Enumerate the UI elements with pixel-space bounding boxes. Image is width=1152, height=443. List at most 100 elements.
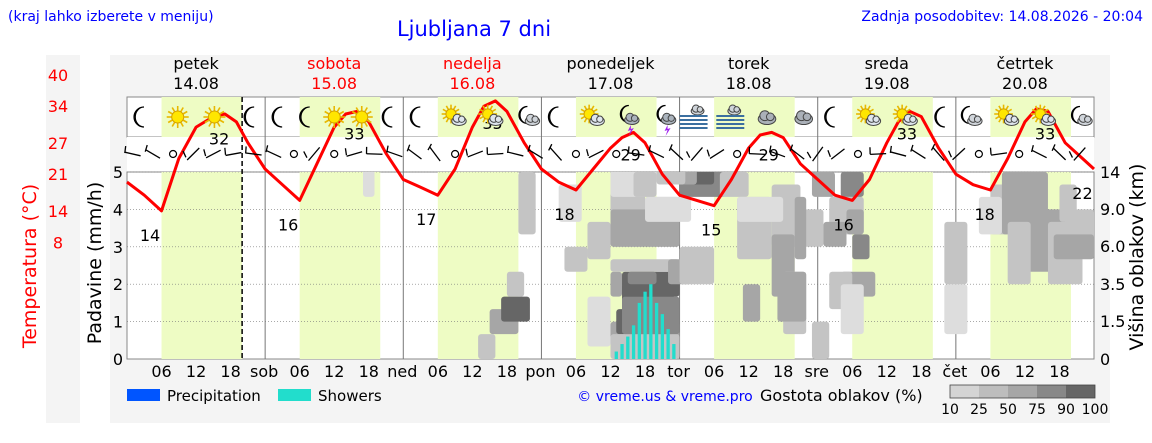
sun-icon	[203, 106, 226, 128]
wind-barb-feather	[527, 144, 531, 152]
temperature-line	[126, 99, 1096, 213]
showers-legend-swatch	[278, 389, 311, 401]
left-axis-panel	[46, 55, 80, 423]
sun-cloud-icon	[441, 104, 467, 126]
wind-barb	[1031, 149, 1047, 159]
cloud-density-swatch	[979, 385, 1008, 398]
cloud-cell	[840, 172, 864, 197]
wind-barb-feather	[427, 143, 432, 151]
cloud-cell	[794, 196, 807, 260]
hour-tick: 12	[462, 362, 482, 381]
hour-tick: 06	[428, 362, 448, 381]
wind-barb	[307, 146, 321, 162]
wind-barb-feather	[265, 145, 269, 153]
hour-tick: 12	[1015, 362, 1035, 381]
hour-tick: 18	[773, 362, 793, 381]
location-hint[interactable]: (kraj lahko izberete v meniju)	[8, 9, 214, 25]
temperature-label: 33	[1035, 124, 1055, 143]
temperature-label: 14	[140, 226, 160, 245]
wind-barb	[145, 149, 161, 159]
moon-cloud-icon	[1070, 105, 1093, 126]
fog-icon	[679, 104, 708, 129]
wind-barb	[890, 151, 907, 157]
cloud-cell	[1059, 184, 1077, 222]
cloud-height-tick: 14	[1100, 163, 1120, 182]
shower-bar	[614, 351, 618, 359]
page-title: Ljubljana 7 dni	[397, 17, 551, 41]
day-abbr-tick: pon	[525, 362, 555, 381]
wind-barb-feather	[386, 145, 389, 153]
wind-calm-symbol	[974, 149, 983, 159]
hour-tick: 12	[738, 362, 758, 381]
hour-tick: 06	[704, 362, 724, 381]
wind-barb	[812, 146, 824, 162]
wind-barb-feather	[303, 151, 308, 158]
shower-bar	[637, 302, 641, 359]
wind-barb-feather	[506, 145, 510, 154]
temp-tick: 8	[53, 233, 63, 252]
wind-barb-feather	[930, 143, 936, 151]
sun-cloud-icon	[856, 104, 882, 126]
wind-barb	[528, 149, 544, 159]
sun-icon	[323, 106, 346, 128]
credit-text[interactable]: © vreme.us & vreme.pro	[577, 389, 752, 405]
shower-bar	[654, 302, 659, 359]
daylight-band-plot	[161, 172, 243, 359]
hour-tick: 06	[842, 362, 862, 381]
moon-icon	[934, 106, 945, 128]
wind-barb-feather	[406, 144, 411, 152]
precip-tick: 2	[113, 275, 123, 294]
cloud-cell	[501, 296, 530, 322]
temperature-label: 18	[974, 205, 994, 224]
day-date: 16.08	[449, 74, 495, 93]
last-update: Zadnja posodobitev: 14.08.2026 - 20:04	[861, 9, 1143, 25]
cloud-height-tick: 3.5	[1100, 275, 1125, 294]
shower-bar	[666, 329, 670, 359]
hour-tick: 06	[980, 362, 1000, 381]
cloud-cell	[610, 271, 623, 297]
wind-barb	[769, 150, 786, 158]
temperature-label: 22	[1072, 184, 1092, 203]
cloud-cell	[1007, 221, 1031, 285]
cloud-cell	[679, 246, 715, 285]
hour-tick: 18	[635, 362, 655, 381]
wind-barb-feather	[182, 150, 187, 158]
wind-barb	[467, 150, 484, 158]
cloud-cell	[587, 296, 611, 347]
cloud-cell	[610, 259, 680, 272]
moon-cloud-icon	[518, 105, 541, 126]
shower-bar	[672, 344, 676, 359]
hour-tick: 18	[1049, 362, 1069, 381]
cloud-density-tick: 25	[970, 402, 988, 418]
moon-icon	[409, 106, 421, 128]
day-abbr-tick: tor	[667, 362, 690, 381]
cloud-density-swatch	[1008, 385, 1037, 398]
wind-barb	[245, 152, 262, 156]
wind-barb	[628, 152, 645, 156]
day-abbr-tick: sob	[250, 362, 278, 381]
temperature-label: 33	[897, 124, 917, 143]
cloud-height-tick: 6.0	[1100, 237, 1125, 256]
moon-icon	[133, 106, 145, 128]
cloud-height-axis-title: Višina oblakov (km)	[1126, 164, 1148, 351]
day-date: 19.08	[864, 74, 910, 93]
temperature-axis-title: Temperatura (°C)	[19, 184, 41, 349]
moon-icon	[271, 106, 283, 128]
wind-barb-feather	[548, 143, 553, 151]
wind-barb	[1052, 147, 1067, 161]
temp-tick: 27	[48, 134, 68, 153]
temperature-label: 16	[278, 215, 298, 234]
cloud-cell	[823, 221, 847, 247]
thunderstorm-icon	[656, 104, 677, 136]
hour-tick: 06	[151, 362, 171, 381]
precip-tick: 5	[113, 163, 123, 182]
wind-barb	[186, 147, 200, 161]
cloud-cell	[840, 284, 864, 335]
cloud-cell	[852, 234, 870, 260]
wind-barb	[648, 149, 665, 159]
moon-cloud-icon	[960, 105, 983, 126]
temperature-label: 15	[701, 221, 721, 240]
cloud-cell	[1053, 234, 1094, 260]
wind-calm-symbol	[571, 149, 581, 159]
wind-barb	[205, 149, 221, 159]
